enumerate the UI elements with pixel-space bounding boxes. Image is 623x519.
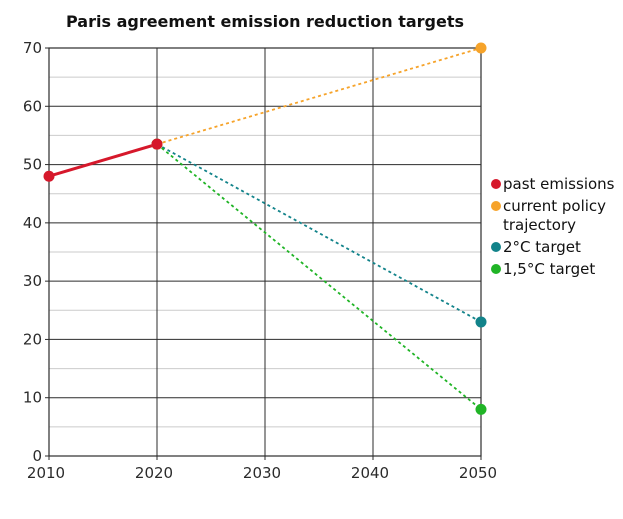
- legend: past emissions current policy trajectory 2…: [491, 175, 621, 282]
- x-tick-label: 2050: [459, 464, 497, 482]
- x-tick-label: 2020: [135, 464, 173, 482]
- y-tick-label: 50: [23, 156, 42, 174]
- series-line-1-5-c-target: [156, 143, 482, 411]
- series-line-current-policy-trajectory: [156, 47, 482, 146]
- data-point-past-emissions: [151, 138, 163, 150]
- legend-item: 1,5°C target: [491, 260, 621, 278]
- x-tick-label: 2010: [27, 464, 65, 482]
- y-tick-label: 10: [23, 389, 42, 407]
- data-point-past-emissions: [43, 170, 55, 182]
- y-tick-label: 70: [23, 39, 42, 57]
- y-tick-label: 40: [23, 214, 42, 232]
- chart-title: Paris agreement emission reduction targe…: [66, 12, 464, 31]
- legend-item: past emissions: [491, 175, 621, 193]
- series-line-2-c-target: [156, 143, 482, 323]
- data-point-2-c-target: [475, 316, 487, 328]
- legend-item: 2°C target: [491, 238, 621, 256]
- series-line-past-emissions: [48, 142, 158, 178]
- data-point-1-5-c-target: [475, 403, 487, 415]
- legend-label: 1,5°C target: [503, 260, 596, 279]
- y-tick-label: 20: [23, 330, 42, 348]
- legend-item: current policy trajectory: [491, 197, 621, 234]
- legend-label: current policy trajectory: [503, 197, 607, 234]
- data-point-current-policy-trajectory: [475, 42, 487, 54]
- legend-dot-icon: [491, 179, 501, 189]
- legend-dot-icon: [491, 264, 501, 275]
- y-tick-label: 60: [23, 97, 42, 115]
- legend-dot-icon: [491, 201, 501, 212]
- legend-dot-icon: [491, 241, 501, 252]
- x-tick-label: 2040: [351, 464, 389, 482]
- x-tick-label: 2030: [243, 464, 281, 482]
- legend-label: 2°C target: [503, 237, 581, 256]
- y-tick-label: 0: [32, 447, 42, 465]
- y-tick-label: 30: [23, 272, 42, 290]
- legend-label: past emissions: [503, 175, 615, 193]
